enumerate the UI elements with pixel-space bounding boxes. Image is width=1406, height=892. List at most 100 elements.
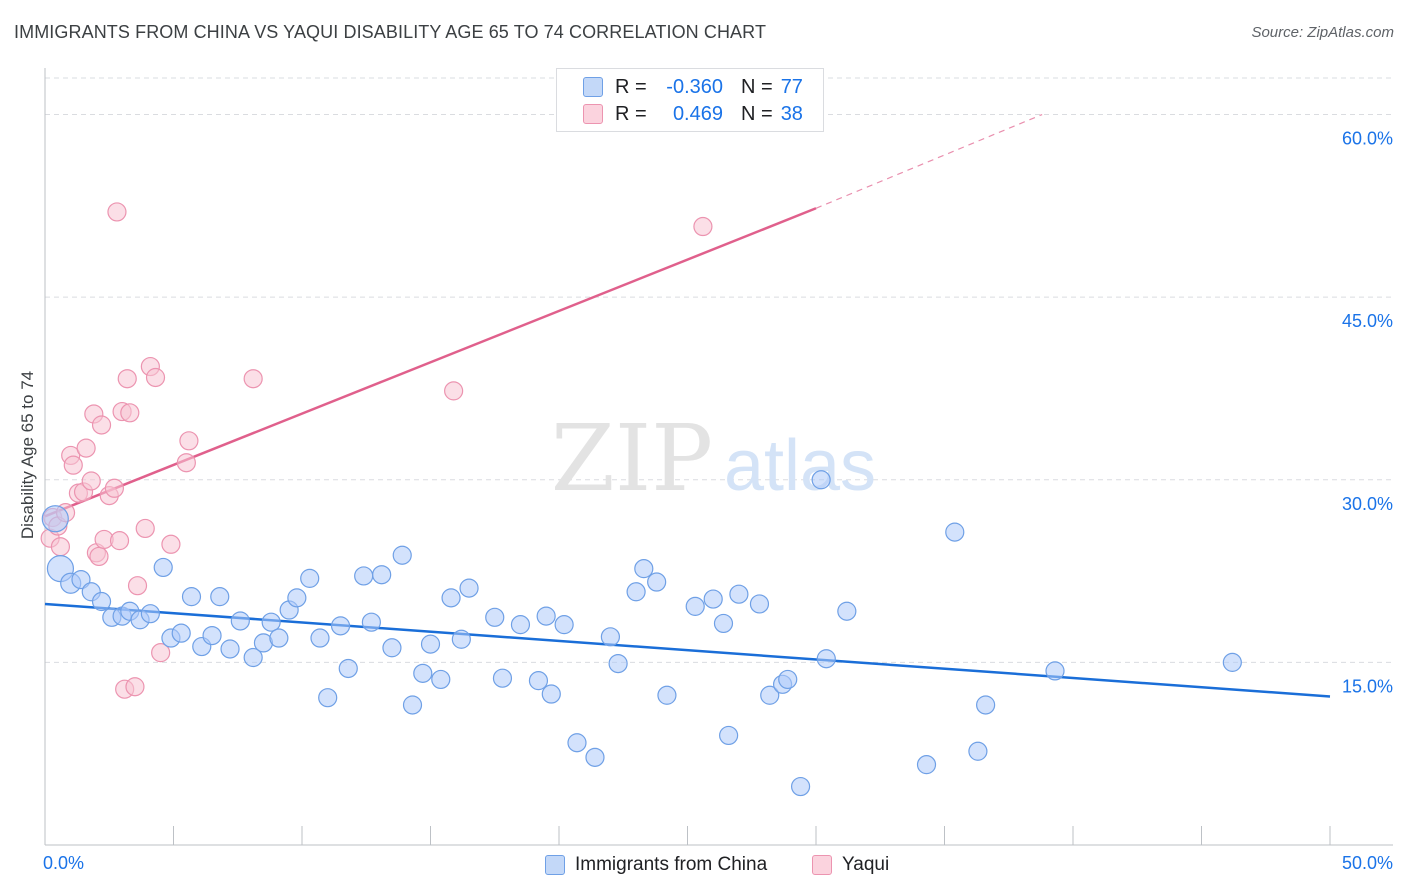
data-point-china	[287, 588, 307, 608]
data-point-china	[310, 628, 330, 648]
y-tick-label: 60.0%	[1342, 129, 1393, 149]
data-point-yaqui	[693, 216, 713, 237]
data-point-china	[585, 747, 605, 767]
trend-line-yaqui-extension	[815, 113, 1043, 209]
data-point-yaqui	[89, 546, 109, 567]
legend-n-label: N =	[741, 102, 773, 125]
data-point-china	[171, 623, 191, 643]
data-point-yaqui	[63, 455, 83, 475]
correlation-legend: R = -0.360 N = 77 R = 0.469 N = 38	[556, 68, 824, 132]
data-point-china	[760, 685, 780, 705]
data-point-yaqui	[50, 537, 71, 557]
legend-n-value: 77	[780, 75, 803, 98]
legend-item-yaqui: Yaqui	[812, 852, 889, 878]
data-point-china	[140, 604, 160, 624]
chart-title: IMMIGRANTS FROM CHINA VS YAQUI DISABILIT…	[14, 22, 767, 42]
data-point-china	[608, 653, 628, 674]
data-point-china	[703, 589, 723, 609]
data-point-china	[778, 669, 798, 690]
data-point-yaqui	[135, 518, 155, 539]
data-point-china	[318, 688, 338, 708]
data-point-yaqui	[91, 415, 112, 435]
legend-n-label: N =	[741, 75, 773, 98]
legend-n-value: 38	[780, 102, 803, 125]
data-point-china	[361, 612, 381, 632]
data-point-yaqui	[145, 367, 166, 388]
legend-label-china: Immigrants from China	[575, 854, 768, 875]
watermark: ZIP atlas	[551, 405, 876, 512]
data-point-yaqui	[81, 471, 101, 491]
watermark-atlas: atlas	[724, 426, 876, 506]
data-point-yaqui	[179, 431, 199, 451]
grid-lines	[45, 77, 1393, 663]
data-point-china	[261, 612, 281, 632]
legend-swatch-yaqui	[583, 104, 603, 124]
data-point-china	[685, 596, 705, 616]
y-axis-label: Disability Age 65 to 74	[18, 371, 37, 539]
legend-swatch-china	[545, 855, 565, 875]
y-tick-label: 15.0%	[1342, 676, 1393, 696]
data-point-china	[210, 587, 230, 607]
data-point-china	[41, 505, 69, 533]
data-point-china	[392, 545, 412, 565]
data-point-china	[657, 685, 677, 705]
data-point-china	[338, 658, 358, 679]
source-credit: Source: ZipAtlas.com	[1251, 24, 1394, 41]
data-point-china	[485, 607, 505, 627]
data-point-china	[536, 606, 556, 626]
legend-r-label: R =	[615, 102, 647, 125]
data-point-yaqui	[161, 534, 181, 554]
data-point-china	[413, 663, 433, 683]
y-tick-label: 45.0%	[1342, 311, 1393, 331]
data-point-china	[837, 601, 857, 621]
data-point-china	[402, 695, 423, 715]
legend-label-yaqui: Yaqui	[842, 854, 890, 875]
data-point-china	[1222, 652, 1242, 672]
legend-item-china: Immigrants from China	[545, 852, 767, 878]
data-point-china	[1045, 661, 1065, 681]
trend-line-yaqui	[44, 207, 817, 518]
data-point-yaqui	[176, 453, 196, 473]
data-point-china	[713, 613, 734, 634]
data-point-china	[634, 559, 654, 579]
data-point-china	[91, 591, 112, 612]
data-point-yaqui	[151, 643, 171, 663]
data-point-china	[431, 669, 451, 690]
data-point-china	[626, 582, 646, 602]
tick-labels: 15.0% 30.0% 45.0% 60.0% 0.0% 50.0%	[43, 129, 1393, 873]
data-point-china	[790, 776, 811, 797]
y-tick-label: 30.0%	[1342, 494, 1393, 514]
data-point-china	[372, 565, 392, 585]
data-point-china	[811, 470, 831, 490]
data-point-china	[230, 611, 250, 631]
data-point-china	[749, 594, 770, 614]
data-point-china	[510, 615, 531, 635]
watermark-zip: ZIP	[551, 405, 713, 512]
data-point-yaqui	[125, 677, 145, 697]
data-point-china	[181, 587, 202, 607]
data-point-china	[441, 588, 461, 608]
data-point-china	[600, 627, 621, 647]
data-point-yaqui	[444, 381, 464, 401]
data-point-yaqui	[109, 531, 130, 551]
data-point-china	[354, 566, 374, 586]
x-tick-label: 0.0%	[43, 853, 84, 873]
x-tick-label: 50.0%	[1342, 853, 1393, 873]
data-point-china	[202, 625, 222, 646]
data-point-china	[719, 725, 739, 746]
legend-r-value: -0.360	[666, 75, 723, 98]
data-point-china	[220, 639, 240, 659]
data-point-yaqui	[117, 369, 137, 389]
trend-line-china	[44, 602, 1331, 698]
data-point-china	[451, 629, 471, 649]
legend-row-china: R = -0.360 N = 77	[583, 75, 803, 99]
data-point-yaqui	[104, 478, 124, 498]
data-point-china	[269, 628, 289, 648]
data-point-china	[528, 671, 549, 691]
data-point-china	[945, 522, 965, 542]
data-point-china	[420, 634, 441, 654]
data-point-china	[554, 615, 574, 635]
data-point-china	[976, 695, 996, 715]
data-point-china	[330, 616, 351, 636]
